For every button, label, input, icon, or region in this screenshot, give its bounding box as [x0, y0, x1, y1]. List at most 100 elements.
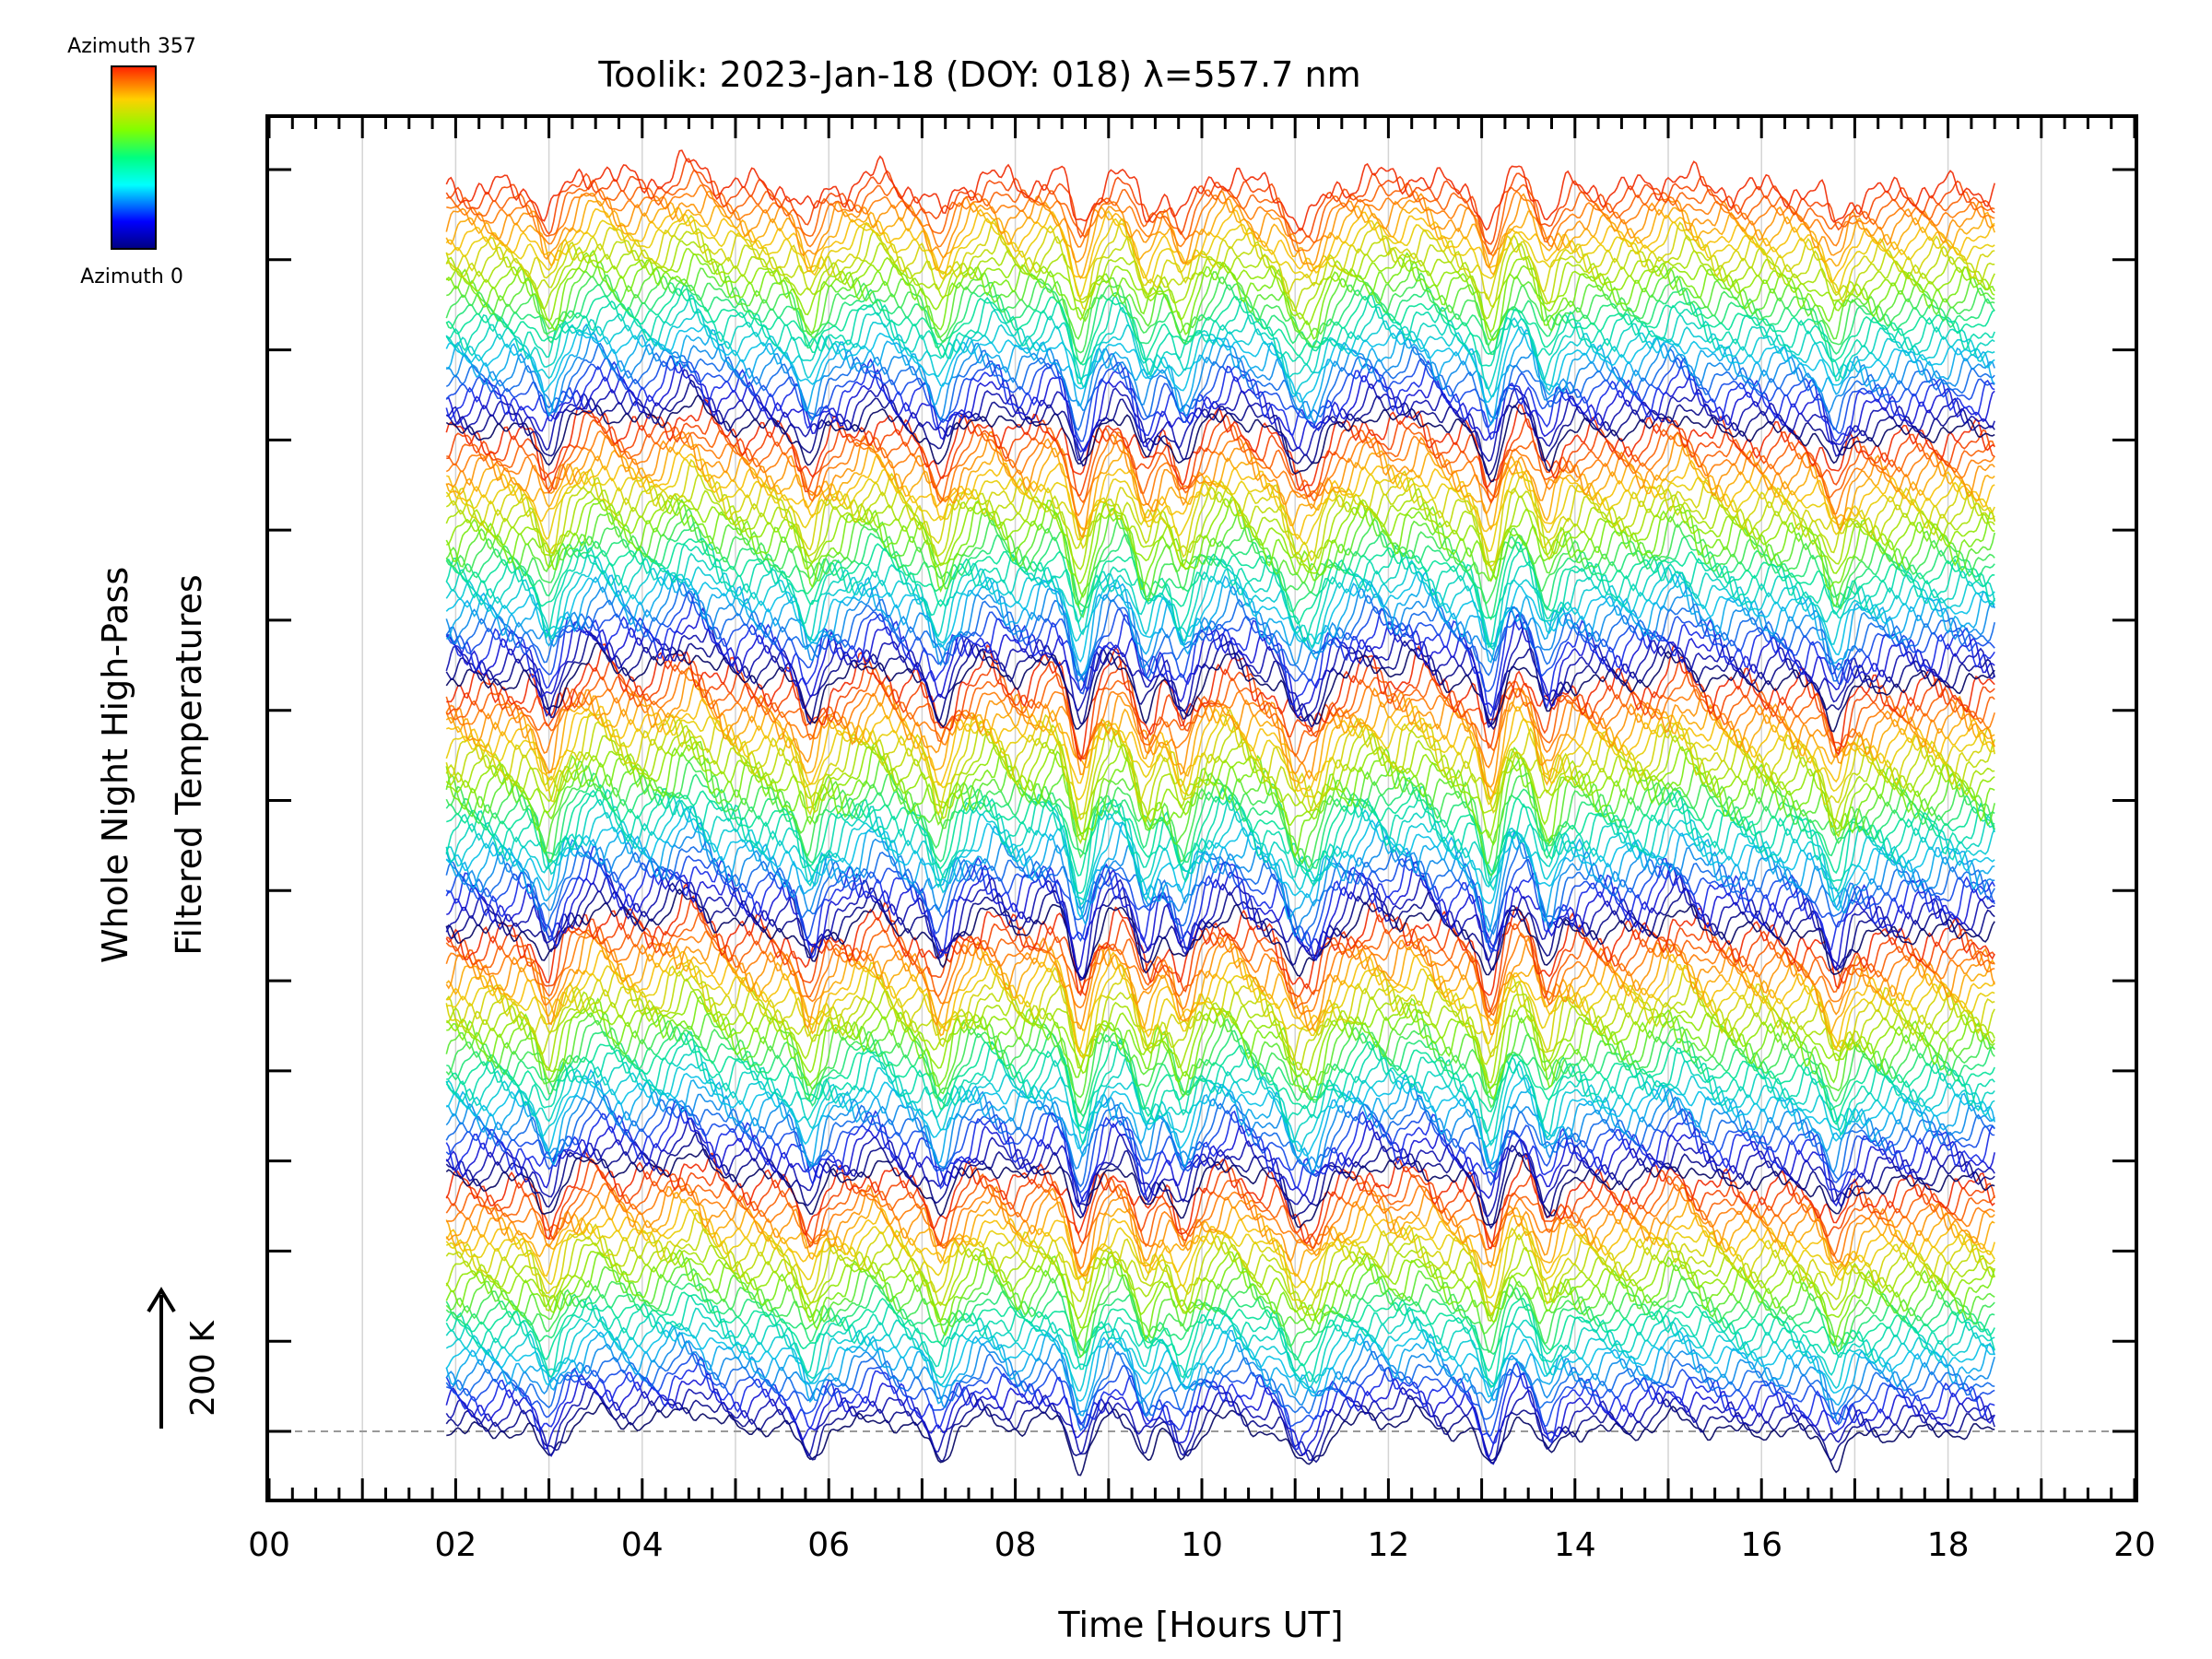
series-line [445, 1093, 1995, 1188]
x-tick-label: 12 [1367, 1526, 1409, 1564]
x-tick-label: 08 [994, 1526, 1037, 1564]
series-line [445, 1018, 1995, 1114]
series-line [446, 569, 1995, 677]
series-line [446, 697, 1995, 794]
series-line [445, 1324, 1995, 1417]
series-line [445, 507, 1995, 618]
series-line [446, 1182, 1995, 1270]
series-line [445, 679, 1995, 800]
series-line [446, 497, 1995, 584]
legend-bottom-label: Azimuth 0 [80, 265, 183, 288]
series-line [446, 1402, 1995, 1477]
series-line [445, 1329, 1995, 1402]
series-line [446, 260, 1995, 342]
scale-bar: 200 K [147, 1287, 222, 1429]
series-line [445, 198, 1995, 280]
x-tick-label: 18 [1927, 1526, 1970, 1564]
series-line [445, 806, 1995, 919]
chart-title: Toolik: 2023-Jan-18 (DOY: 018) λ=557.7 n… [597, 54, 1360, 95]
series-line [445, 228, 1995, 312]
series-line [446, 184, 1995, 257]
series-line [445, 759, 1995, 877]
series-line [445, 394, 1995, 483]
series-line [445, 1072, 1995, 1165]
y-axis-label-line2: Filtered Temperatures [169, 574, 209, 955]
scale-bar-label: 200 K [184, 1320, 222, 1417]
series-line [445, 357, 1995, 442]
series-line [446, 994, 1995, 1100]
series-line [446, 1026, 1995, 1118]
series-line [445, 1251, 1995, 1329]
series-line [445, 724, 1995, 845]
series-line [446, 857, 1995, 972]
series-line [445, 281, 1995, 365]
series-line [445, 888, 1995, 980]
series-line [445, 772, 1995, 877]
x-tick-label: 10 [1181, 1526, 1223, 1564]
series-line [445, 851, 1995, 954]
series-line [445, 1131, 1995, 1230]
series-group [445, 149, 1995, 1477]
x-tick-label: 00 [248, 1526, 290, 1564]
x-tick-label: 14 [1554, 1526, 1596, 1564]
series-line [446, 430, 1995, 539]
series-line [445, 1150, 1995, 1250]
series-line [445, 1249, 1995, 1347]
series-line [445, 664, 1995, 760]
series-line [445, 1198, 1995, 1289]
series-line [445, 248, 1995, 334]
series-line [445, 625, 1995, 729]
series-line [446, 949, 1995, 1053]
series-line [445, 581, 1995, 683]
series-line [445, 930, 1995, 1018]
series-line [446, 452, 1995, 541]
x-tick-label: 06 [807, 1526, 850, 1564]
x-axis-label: Time [Hours UT] [1057, 1605, 1343, 1645]
series-line [445, 882, 1995, 982]
series-line [445, 1340, 1995, 1432]
series-line [446, 170, 1995, 255]
series-line [445, 521, 1995, 621]
series-line [445, 1044, 1995, 1147]
series-line [445, 882, 1995, 997]
series-line [445, 499, 1995, 607]
x-tick-label: 02 [434, 1526, 477, 1564]
series-line [446, 1212, 1995, 1316]
series-line [445, 1267, 1995, 1354]
series-line [445, 1168, 1995, 1257]
series-line [445, 793, 1995, 906]
series-line [445, 429, 1995, 517]
series-line [446, 606, 1995, 719]
axis-ticks [267, 118, 2136, 1499]
series-line [445, 283, 1995, 384]
series-line [445, 1117, 1995, 1218]
series-line [445, 308, 1995, 397]
series-line [446, 643, 1995, 762]
series-line [446, 1032, 1995, 1128]
series-line [445, 1331, 1995, 1420]
legend-colorbar [111, 65, 157, 250]
x-tick-label: 20 [2113, 1526, 2156, 1564]
x-tick-label: 04 [621, 1526, 664, 1564]
series-line [445, 1106, 1995, 1194]
series-line [445, 487, 1995, 571]
series-line [445, 1372, 1995, 1459]
series-line [445, 1147, 1995, 1229]
series-line [445, 1356, 1995, 1451]
series-line [445, 213, 1995, 298]
scale-arrow-head [147, 1287, 176, 1313]
series-line [446, 360, 1995, 452]
series-line [445, 574, 1995, 682]
series-line [446, 214, 1995, 311]
series-line [446, 895, 1995, 1014]
series-line [445, 473, 1995, 571]
series-line [445, 937, 1995, 1037]
series-line [445, 970, 1995, 1071]
series-line [446, 411, 1995, 505]
series-line [445, 1303, 1995, 1389]
series-line [445, 1389, 1995, 1464]
series-line [445, 669, 1995, 769]
series-line [445, 962, 1995, 1063]
series-line [446, 783, 1995, 877]
